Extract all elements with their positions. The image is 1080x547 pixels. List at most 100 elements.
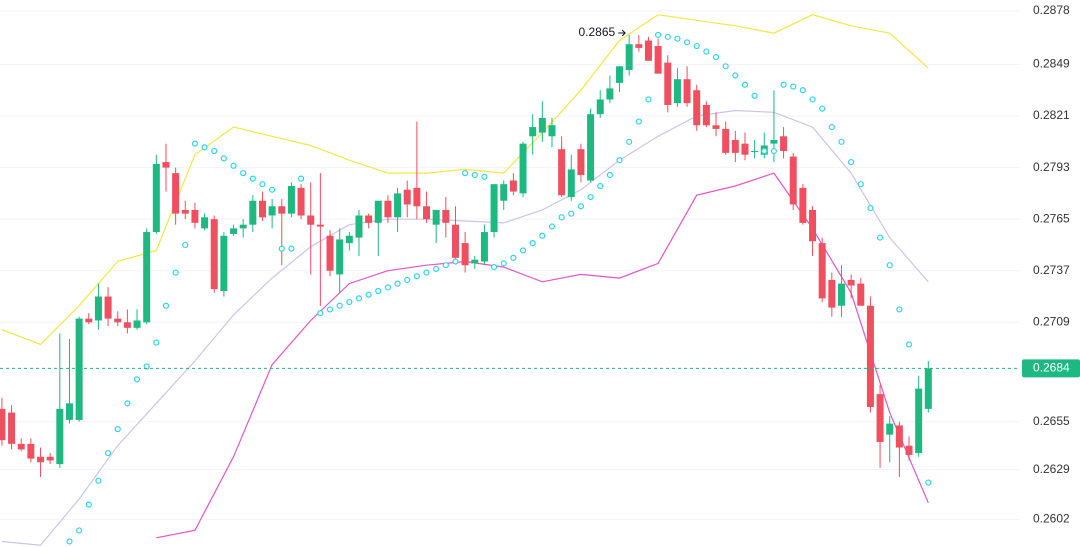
sar-dot — [500, 260, 507, 267]
sar-dot — [288, 245, 295, 252]
sar-dot — [780, 81, 787, 88]
candle-body — [693, 90, 701, 126]
candle-body — [799, 187, 807, 223]
candle-body — [0, 408, 6, 441]
candle-body — [480, 232, 488, 262]
sar-dot — [790, 83, 797, 90]
candle-body — [384, 200, 392, 218]
sar-dot — [471, 171, 478, 179]
candle-body — [837, 283, 845, 306]
candle-body — [258, 200, 266, 218]
candle-body — [673, 79, 681, 104]
sar-dot — [201, 144, 208, 151]
sar-dot — [249, 175, 256, 182]
candle-body — [403, 189, 411, 205]
candle-body — [905, 445, 913, 455]
candle-body — [886, 423, 894, 435]
sar-dot — [462, 170, 469, 177]
candle-body — [500, 184, 508, 201]
candle-body — [220, 235, 228, 291]
candle-body — [365, 215, 373, 223]
candle-body — [394, 193, 402, 218]
candle-body — [230, 228, 238, 234]
sar-dot — [751, 92, 758, 99]
candle-body — [181, 209, 189, 214]
candle-body — [644, 40, 652, 61]
sar-dot — [326, 306, 334, 313]
candle-body — [37, 456, 45, 463]
candle-body — [818, 243, 826, 299]
candle-body — [558, 149, 566, 196]
sar-dot — [548, 223, 556, 230]
sar-dot — [297, 175, 305, 182]
sar-dot — [413, 273, 420, 280]
sar-dot — [336, 302, 343, 309]
candle-body — [316, 224, 324, 227]
candle-body — [133, 320, 141, 328]
sar-dot — [616, 157, 623, 164]
candle-body — [413, 187, 421, 207]
sar-dot — [857, 181, 864, 188]
high-label: 0.2865 — [578, 25, 615, 39]
sar-dot — [819, 105, 826, 112]
candle-body — [46, 456, 54, 461]
sar-dot — [761, 147, 768, 155]
sar-dot — [162, 302, 170, 309]
candle-body — [345, 235, 353, 244]
sar-dot — [655, 31, 662, 39]
y-tick-label: 0.2709 — [1033, 314, 1070, 328]
candle-body — [432, 209, 440, 225]
candle-body — [56, 408, 64, 465]
candle-body — [712, 125, 720, 129]
candle-body — [451, 224, 459, 258]
sar-dot — [867, 205, 874, 212]
candle-body — [287, 186, 295, 214]
candle-body — [577, 149, 585, 175]
y-tick-label: 0.2793 — [1033, 160, 1070, 174]
sar-dot — [529, 240, 536, 247]
candle-body — [172, 173, 180, 214]
sar-dot — [191, 140, 199, 147]
candle-body — [567, 169, 575, 198]
sar-dot — [597, 182, 604, 190]
sar-dot — [712, 53, 720, 61]
sar-dot — [587, 193, 594, 201]
sar-dot — [577, 203, 585, 210]
candle-body — [857, 283, 865, 306]
sar-dot — [375, 287, 382, 295]
candle-body — [114, 318, 122, 323]
sar-dot — [848, 158, 855, 166]
y-tick-label: 0.2821 — [1033, 108, 1070, 122]
candle-body — [664, 62, 672, 105]
candle-body — [162, 162, 170, 168]
sar-dot — [394, 280, 401, 287]
candle-body — [268, 206, 276, 216]
candle-body — [876, 394, 884, 443]
sar-dot — [85, 501, 92, 508]
candle-body — [616, 66, 624, 83]
sar-dot — [95, 477, 102, 484]
sar-dot — [606, 171, 613, 179]
sar-dot — [635, 118, 642, 125]
sar-dot — [741, 81, 749, 88]
sar-dot — [220, 155, 227, 162]
candle-body — [461, 243, 469, 266]
candle-body — [278, 206, 286, 214]
candle-body — [828, 279, 836, 308]
candle-body — [606, 88, 614, 100]
sar-dot — [664, 33, 671, 40]
y-tick-label: 0.2737 — [1033, 263, 1070, 277]
sar-dot — [896, 306, 903, 313]
candle-body — [423, 206, 431, 220]
sar-dot — [433, 265, 440, 272]
candle-body — [548, 125, 556, 137]
candle-body — [490, 184, 498, 233]
last-price-label: 0.2684 — [1033, 361, 1070, 375]
sar-dot — [114, 426, 121, 433]
candle-body — [297, 187, 305, 216]
candle-body — [17, 443, 25, 450]
candle-body — [683, 79, 691, 104]
candle-body — [104, 296, 112, 319]
sar-dot — [355, 295, 363, 302]
sar-dot — [645, 96, 652, 103]
